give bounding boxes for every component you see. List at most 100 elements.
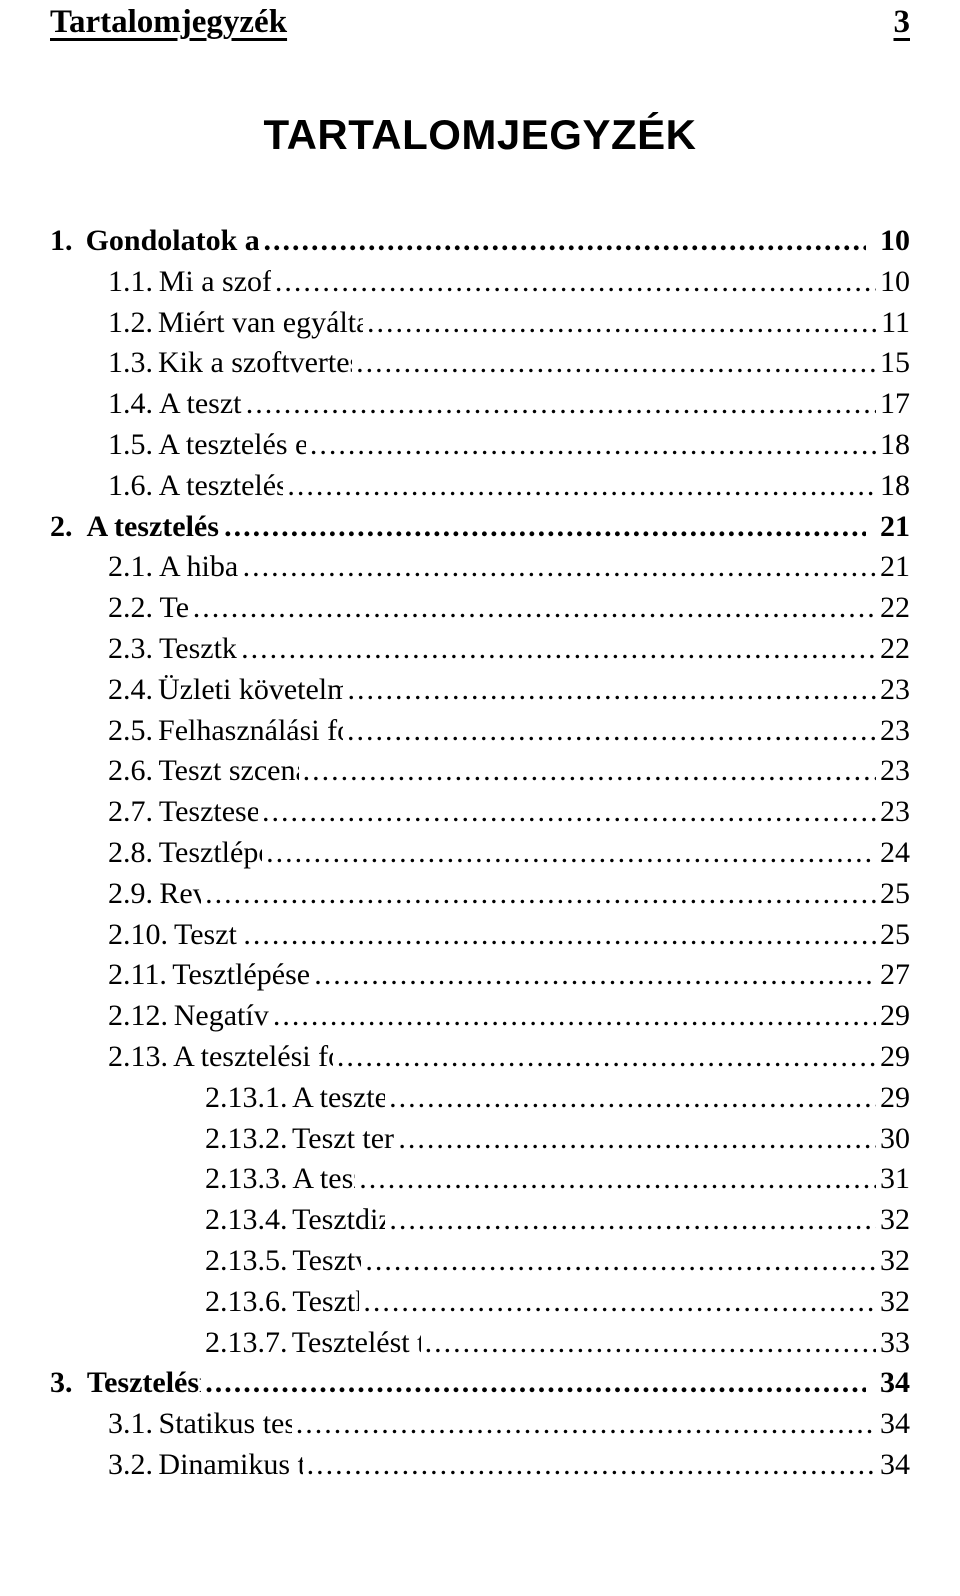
toc-entry-page: 29 (876, 1037, 910, 1078)
toc-entry-page: 29 (876, 996, 910, 1037)
toc-entry-page: 10 (876, 221, 910, 262)
toc-leader-dots (343, 670, 876, 711)
toc-leader-dots (258, 792, 876, 833)
toc-entry: 1.4.A tesztelés célja17 (50, 384, 910, 425)
toc-entry-title: Teszt tervezés sprintekben (292, 1119, 394, 1160)
document-title: TARTALOMJEGYZÉK (50, 111, 910, 159)
toc-entry-title: Tesztdizájn, előkészítés (292, 1200, 385, 1241)
toc-entry: 2.13.4.Tesztdizájn, előkészítés32 (50, 1200, 910, 1241)
running-head-left: Tartalomjegyzék (50, 4, 287, 41)
toc-leader-dots (262, 833, 876, 874)
toc-entry-title: A tesztelemzés (292, 1159, 355, 1200)
toc-entry-number: 2.1. (108, 547, 153, 588)
toc-entry-title: A tesztek megtervezése (292, 1078, 385, 1119)
toc-entry-page: 18 (876, 466, 910, 507)
toc-entry-page: 31 (876, 1159, 910, 1200)
toc-entry-number: 2.13.3. (205, 1159, 288, 1200)
toc-entry-page: 22 (876, 588, 910, 629)
toc-entry: 2.13.6.Tesztkiértékelés32 (50, 1282, 910, 1323)
toc-entry: 2.12.Negatív tesztesetek29 (50, 996, 910, 1037)
toc-entry-number: 1.4. (108, 384, 153, 425)
toc-entry: 2.4.Üzleti követelmény (business require… (50, 670, 910, 711)
toc-entry-number: 2. (50, 507, 73, 548)
toc-entry-title: A tesztelés alapfogalmai (86, 507, 220, 548)
toc-entry-number: 2.13.4. (205, 1200, 288, 1241)
toc-entry: 2.9.Review25 (50, 874, 910, 915)
toc-entry-number: 2.13. (108, 1037, 168, 1078)
toc-entry-title: A tesztelés célja (159, 384, 242, 425)
toc-leader-dots (201, 1363, 866, 1404)
toc-entry-number: 2.4. (108, 670, 153, 711)
toc-leader-dots (306, 425, 876, 466)
toc-leader-dots (242, 384, 876, 425)
toc-entry: 2.1.A hiba fogalma21 (50, 547, 910, 588)
toc-entry-number: 2.11. (108, 955, 167, 996)
toc-entry-number: 2.10. (108, 915, 168, 956)
toc-entry-number: 1.2. (108, 303, 153, 344)
toc-entry: 2.3.Tesztkörnyezet22 (50, 629, 910, 670)
toc-entry-number: 1.1. (108, 262, 153, 303)
toc-entry: 1.Gondolatok a szoftvertesztelésről10 (50, 221, 910, 262)
toc-leader-dots (385, 1200, 876, 1241)
toc-entry-number: 2.3. (108, 629, 153, 670)
toc-leader-dots (220, 507, 866, 548)
toc-entry-title: Tesztlépések megfogalmazása (172, 955, 310, 996)
toc-entry: 2.6.Teszt szcenárió (test scenario)23 (50, 751, 910, 792)
toc-entry-title: Tesztkörnyezet (159, 629, 237, 670)
toc-entry: 2.A tesztelés alapfogalmai21 (50, 507, 910, 548)
toc-entry-title: A hiba fogalma (159, 547, 239, 588)
toc-entry-title: Tesztlépés (test step) (159, 833, 262, 874)
toc-entry-number: 2.9. (108, 874, 153, 915)
toc-entry-title: Teszt státusz (174, 915, 239, 956)
toc-entry-title: Teszteset (test case) (159, 792, 258, 833)
toc-entry-title: Tesztkiértékelés (292, 1282, 359, 1323)
toc-leader-dots (303, 1445, 876, 1486)
toc-entry-number: 1.3. (108, 343, 153, 384)
toc-entry-number: 3.1. (108, 1404, 153, 1445)
toc-entry-title: Teszt szcenárió (test scenario) (158, 751, 298, 792)
toc-entry-page: 25 (876, 915, 910, 956)
toc-entry-number: 3.2. (108, 1445, 153, 1486)
toc-entry: 2.13.7.Tesztelést támogató tevékenységek… (50, 1323, 910, 1364)
table-of-contents: 1.Gondolatok a szoftvertesztelésről101.1… (50, 221, 910, 1486)
toc-entry: 2.8.Tesztlépés (test step)24 (50, 833, 910, 874)
toc-entry-title: Üzleti követelmény (business requirement… (158, 670, 343, 711)
toc-entry-title: Miért van egyáltalán szükség szoftvertes… (158, 303, 363, 344)
toc-entry-number: 2.8. (108, 833, 153, 874)
toc-entry-title: Review (159, 874, 201, 915)
toc-leader-dots (271, 262, 876, 303)
toc-entry-number: 2.13.5. (205, 1241, 288, 1282)
toc-entry-page: 23 (876, 792, 910, 833)
toc-entry-title: Tesztelést támogató tevékenységek (292, 1323, 421, 1364)
toc-entry-page: 32 (876, 1282, 910, 1323)
toc-entry-number: 3. (50, 1363, 73, 1404)
toc-entry: 2.10.Teszt státusz 25 (50, 915, 910, 956)
toc-entry: 1.6.A tesztelés anyagi előnyei18 (50, 466, 910, 507)
toc-leader-dots (355, 1159, 876, 1200)
toc-entry-title: Kik a szoftvertesztelők és hogyan dolgoz… (158, 343, 352, 384)
toc-entry-title: Dinamikus tesztelési technikák (158, 1445, 302, 1486)
toc-entry-page: 33 (876, 1323, 910, 1364)
toc-entry-title: A tesztelés anyagi előnyei (159, 466, 284, 507)
running-head-page-number: 3 (894, 4, 911, 41)
running-head: Tartalomjegyzék 3 (50, 0, 910, 41)
toc-leader-dots (237, 629, 876, 670)
toc-entry: 3.1.Statikus tesztelési technikák34 (50, 1404, 910, 1445)
toc-entry: 2.13.3.A tesztelemzés 31 (50, 1159, 910, 1200)
toc-entry-page: 11 (877, 303, 910, 344)
toc-entry-title: Tesztvégrehajtás (292, 1241, 361, 1282)
toc-leader-dots (189, 588, 876, 629)
toc-leader-dots (343, 711, 876, 752)
toc-entry-page: 34 (876, 1445, 910, 1486)
toc-entry: 2.11.Tesztlépések megfogalmazása27 (50, 955, 910, 996)
toc-entry: 1.3.Kik a szoftvertesztelők és hogyan do… (50, 343, 910, 384)
toc-entry-page: 10 (876, 262, 910, 303)
toc-leader-dots (239, 547, 876, 588)
toc-leader-dots (352, 343, 876, 384)
toc-entry: 2.13.5.Tesztvégrehajtás32 (50, 1241, 910, 1282)
toc-entry-page: 34 (876, 1363, 910, 1404)
toc-leader-dots (269, 996, 876, 1037)
toc-entry-number: 2.13.7. (205, 1323, 288, 1364)
toc-entry-number: 2.2. (108, 588, 153, 629)
toc-entry-title: Statikus tesztelési technikák (159, 1404, 292, 1445)
